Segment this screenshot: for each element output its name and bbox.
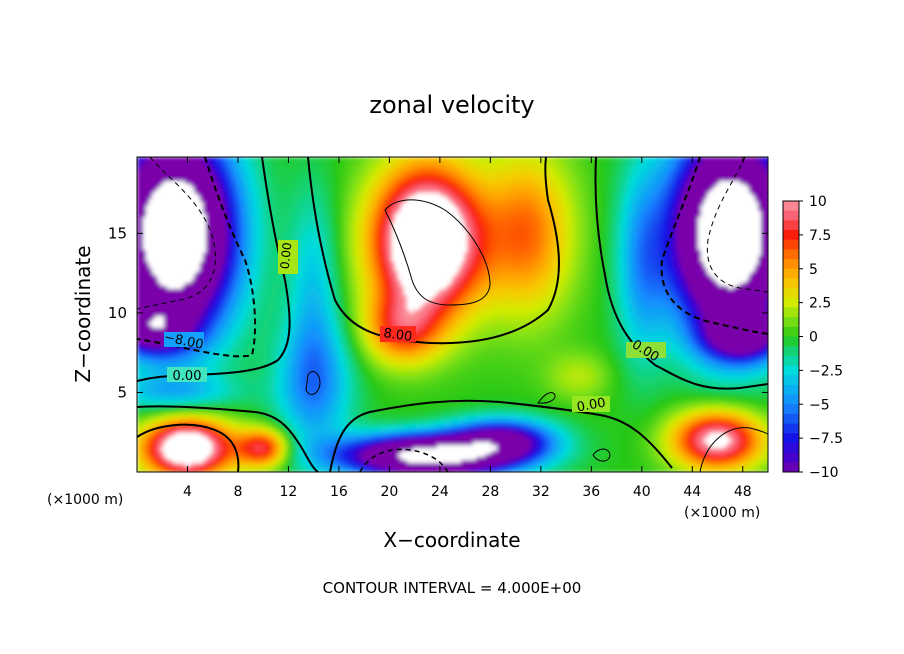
velocity-field [137,157,768,472]
colorbar-swatch [783,375,799,386]
colorbar-swatch [783,423,799,434]
x-tick-label: 8 [233,484,242,500]
colorbar-swatch [783,288,799,299]
colorbar-tick-label: 7.5 [809,228,831,244]
colorbar-swatch [783,413,799,425]
colorbar-swatch [783,220,799,231]
colorbar-swatch [783,433,799,444]
x-tick-label: 28 [481,484,499,500]
colorbar-tick-label: 0 [809,330,818,346]
colorbar-swatch [783,210,799,221]
colorbar-swatch [783,249,799,260]
x-tick-label: 36 [582,484,600,500]
x-axis: 4 8 12 16 20 24 28 32 36 40 44 48 [183,157,752,500]
colorbar-swatch [783,297,799,308]
contour-lines [137,157,768,472]
colorbar-swatch [783,355,799,367]
x-tick-label: 24 [431,484,449,500]
colorbar-swatch [783,442,799,454]
contour-plus8-lower-left [137,423,240,472]
colorbar-swatch [783,462,799,473]
x-axis-label: X−coordinate [383,528,520,552]
contour-small-3 [305,371,321,396]
contour-label-8: 8.00 [382,326,413,345]
y-tick-label: 15 [108,224,127,242]
contour-zero-right [594,157,768,390]
x-axis-units-right: (×1000 m) [684,505,760,521]
colorbar-tick-label: −7.5 [809,431,843,447]
y-axis-label: Z−coordinate [71,245,95,382]
x-axis-units-left: (×1000 m) [47,492,123,508]
contour-plus8-upper [307,157,560,345]
x-tick-label: 16 [330,484,348,500]
contour-label-0-d: 0.00 [576,396,607,416]
colorbar-tick-label: 10 [809,194,827,210]
x-tick-label: 4 [183,484,192,500]
colorbar-swatch [783,326,799,337]
colorbar-swatch [783,336,799,347]
colorbar-swatch [783,452,799,463]
colorbar-swatch [783,317,799,328]
colorbar-tick-label: −10 [809,465,839,481]
colorbar-swatch [783,268,799,279]
colorbar-tick-label: −5 [809,397,830,413]
colorbar: 10 7.5 5 2.5 0 −2.5 −5 −7.5 −10 [782,194,843,481]
colorbar-swatch [783,307,799,318]
contour-zero-lower [137,399,673,472]
chart-title: zonal velocity [369,91,534,119]
contour-plus8-lower-right [699,427,768,472]
colorbar-tick-label: −2.5 [809,363,843,379]
x-tick-label: 40 [633,484,651,500]
x-tick-label: 32 [532,484,550,500]
contour-minus8-left [137,157,257,358]
colorbar-swatch [783,259,799,270]
colorbar-swatch [783,230,799,241]
plot-frame [136,156,769,473]
contour-plus16-core [384,199,491,306]
y-tick-label: 10 [108,304,127,322]
colorbar-swatch [783,384,799,396]
contour-minus8-right [660,157,768,335]
contour-small-1 [537,392,556,404]
x-tick-label: 12 [280,484,298,500]
contour-label-0-a: 0.00 [278,242,295,270]
y-axis: 5 10 15 [108,224,768,401]
colorbar-swatch [783,201,799,212]
colorbar-tick-label: 5 [809,262,818,278]
colorbar-swatch [783,346,799,357]
contour-minus16-right [706,157,768,293]
colorbar-tick-label: 2.5 [809,296,831,312]
x-tick-label: 44 [683,484,701,500]
contour-interval-note: CONTOUR INTERVAL = 4.000E+00 [323,579,582,597]
colorbar-swatch [783,394,799,405]
x-tick-label: 20 [380,484,398,500]
colorbar-swatch [783,365,799,376]
contour-label-0-b: 0.00 [173,369,202,384]
colorbar-swatch [783,404,799,415]
y-tick-label: 5 [117,383,127,401]
colorbar-swatch [783,278,799,289]
contour-small-2 [592,448,611,462]
colorbar-swatch [783,239,799,250]
contour-zero-left [137,157,291,382]
x-tick-label: 48 [734,484,752,500]
